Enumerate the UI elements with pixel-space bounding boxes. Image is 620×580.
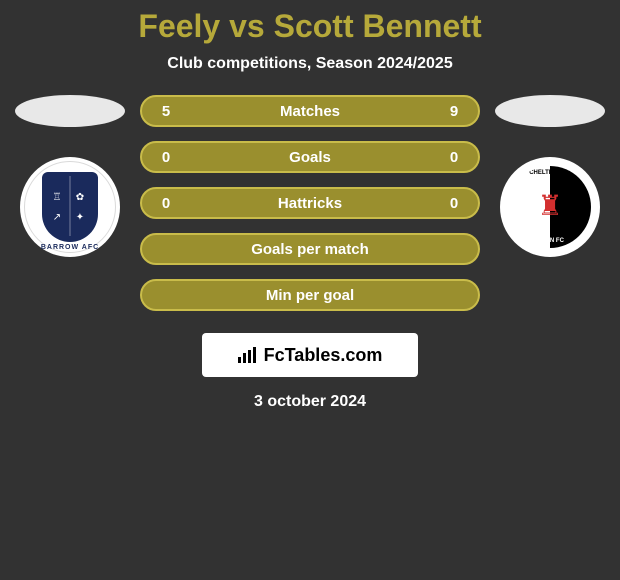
stat-label: Goals bbox=[176, 149, 444, 166]
left-club-logo: ♖ ✿ ↗ ✦ BARROW AFC bbox=[20, 157, 120, 257]
stat-right-value: 0 bbox=[444, 195, 464, 212]
stat-right-value: 9 bbox=[444, 103, 464, 120]
page-title: Feely vs Scott Bennett bbox=[0, 8, 620, 45]
stats-bars: 5Matches90Goals00Hattricks0Goals per mat… bbox=[140, 95, 480, 311]
stat-label: Hattricks bbox=[176, 195, 444, 212]
robin-icon: ♜ bbox=[537, 189, 562, 222]
left-nationality-flag bbox=[15, 95, 125, 127]
stat-label: Matches bbox=[176, 103, 444, 120]
shield-icons: ♖ ✿ ↗ ✦ bbox=[50, 190, 90, 224]
stat-right-value: 0 bbox=[444, 149, 464, 166]
right-nationality-flag bbox=[495, 95, 605, 127]
right-club-logo: CHELTENHAM ♜ TOWN FC bbox=[500, 157, 600, 257]
branding-text: FcTables.com bbox=[264, 345, 383, 366]
stat-bar-hattricks: 0Hattricks0 bbox=[140, 187, 480, 219]
main-row: ♖ ✿ ↗ ✦ BARROW AFC 5Matches90Goals00Hatt… bbox=[0, 95, 620, 311]
stat-left-value: 5 bbox=[156, 103, 176, 120]
right-club-label-bottom: TOWN FC bbox=[509, 238, 591, 244]
left-club-label-bottom: BARROW AFC bbox=[20, 244, 120, 251]
arrow-icon: ↗ bbox=[50, 210, 64, 224]
comparison-card: Feely vs Scott Bennett Club competitions… bbox=[0, 0, 620, 411]
right-club-inner: CHELTENHAM ♜ TOWN FC bbox=[509, 166, 591, 248]
flower-icon: ✿ bbox=[73, 190, 87, 204]
left-player-col: ♖ ✿ ↗ ✦ BARROW AFC bbox=[10, 95, 130, 257]
left-club-shield: ♖ ✿ ↗ ✦ bbox=[42, 172, 98, 242]
bee-icon: ✦ bbox=[73, 210, 87, 224]
stat-label: Min per goal bbox=[156, 287, 464, 304]
stat-bar-goals-per-match: Goals per match bbox=[140, 233, 480, 265]
stat-left-value: 0 bbox=[156, 195, 176, 212]
tower-icon: ♖ bbox=[50, 190, 64, 204]
stat-label: Goals per match bbox=[156, 241, 464, 258]
chart-icon bbox=[238, 347, 258, 363]
stat-bar-min-per-goal: Min per goal bbox=[140, 279, 480, 311]
stat-bar-goals: 0Goals0 bbox=[140, 141, 480, 173]
right-club-label-top: CHELTENHAM bbox=[509, 170, 591, 176]
stat-left-value: 0 bbox=[156, 149, 176, 166]
branding-badge: FcTables.com bbox=[202, 333, 418, 377]
date-label: 3 october 2024 bbox=[0, 393, 620, 411]
right-player-col: CHELTENHAM ♜ TOWN FC bbox=[490, 95, 610, 257]
page-subtitle: Club competitions, Season 2024/2025 bbox=[0, 55, 620, 73]
stat-bar-matches: 5Matches9 bbox=[140, 95, 480, 127]
